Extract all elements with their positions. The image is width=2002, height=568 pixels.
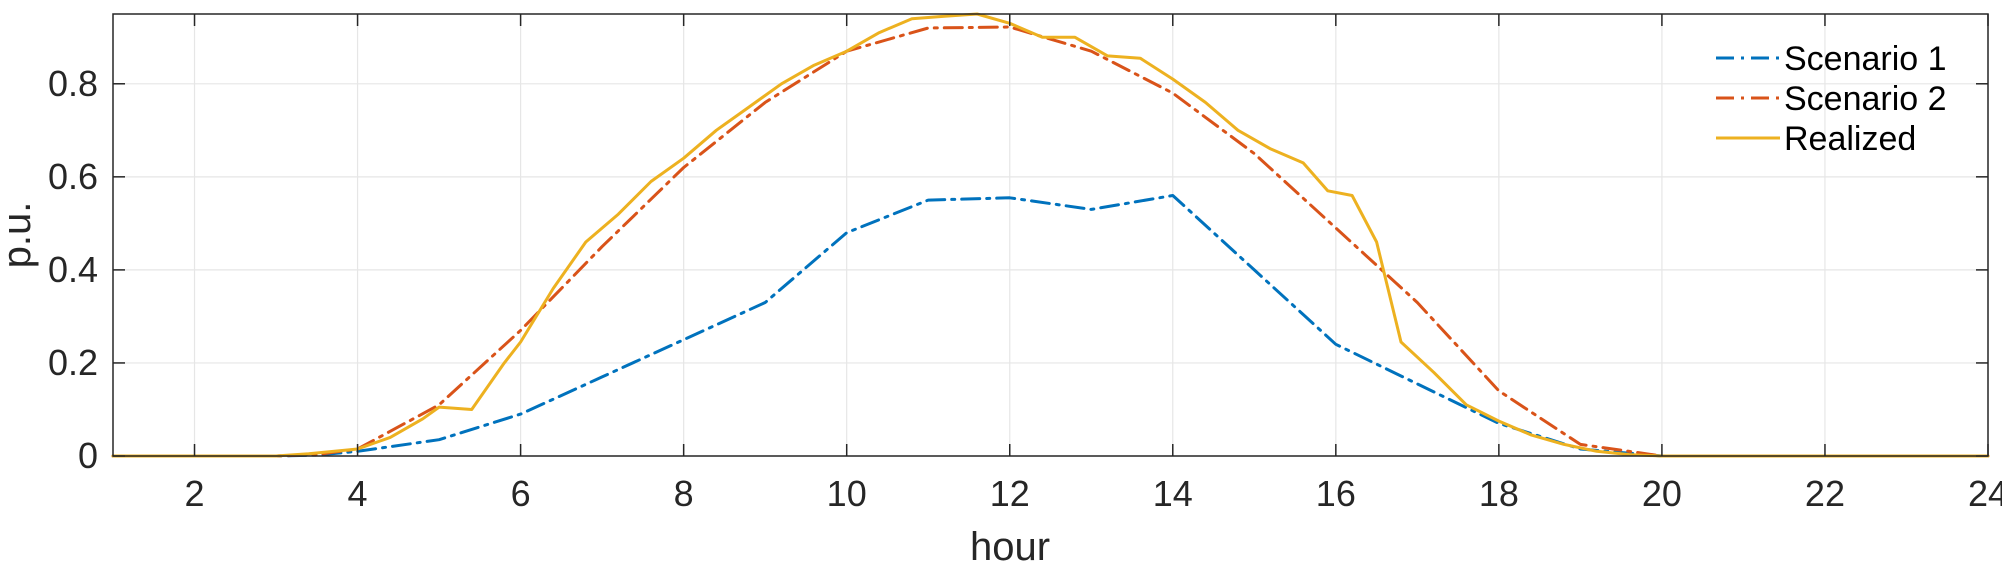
- y-tick-label: 0.6: [48, 156, 98, 197]
- x-tick-label: 12: [990, 473, 1030, 514]
- y-tick-labels: 0 0.2 0.4 0.6 0.8: [48, 63, 98, 476]
- x-tick-label: 24: [1968, 473, 2002, 514]
- y-axis-title: p.u.: [0, 202, 39, 269]
- axis-ticks: [113, 14, 1989, 457]
- x-tick-label: 10: [827, 473, 867, 514]
- y-tick-label: 0.8: [48, 63, 98, 104]
- x-tick-label: 22: [1805, 473, 1845, 514]
- plot-background: [113, 14, 1988, 456]
- legend-label: Scenario 1: [1784, 40, 1947, 78]
- y-tick-label: 0.2: [48, 342, 98, 383]
- x-tick-label: 2: [185, 473, 205, 514]
- x-tick-label: 18: [1479, 473, 1519, 514]
- x-tick-label: 14: [1153, 473, 1193, 514]
- plot-frame: [112, 13, 1989, 457]
- x-tick-label: 16: [1316, 473, 1356, 514]
- x-tick-label: 4: [348, 473, 368, 514]
- y-tick-label: 0: [78, 435, 98, 476]
- x-axis-title: hour: [970, 525, 1050, 568]
- x-tick-label: 8: [674, 473, 694, 514]
- x-tick-label: 20: [1642, 473, 1682, 514]
- x-tick-label: 6: [511, 473, 531, 514]
- y-tick-label: 0.4: [48, 249, 98, 290]
- legend-label: Realized: [1784, 120, 1916, 158]
- legend-label: Scenario 2: [1784, 80, 1947, 118]
- x-tick-labels: 2 4 6 8 10 12 14 16 18 20 22 24: [185, 473, 2002, 514]
